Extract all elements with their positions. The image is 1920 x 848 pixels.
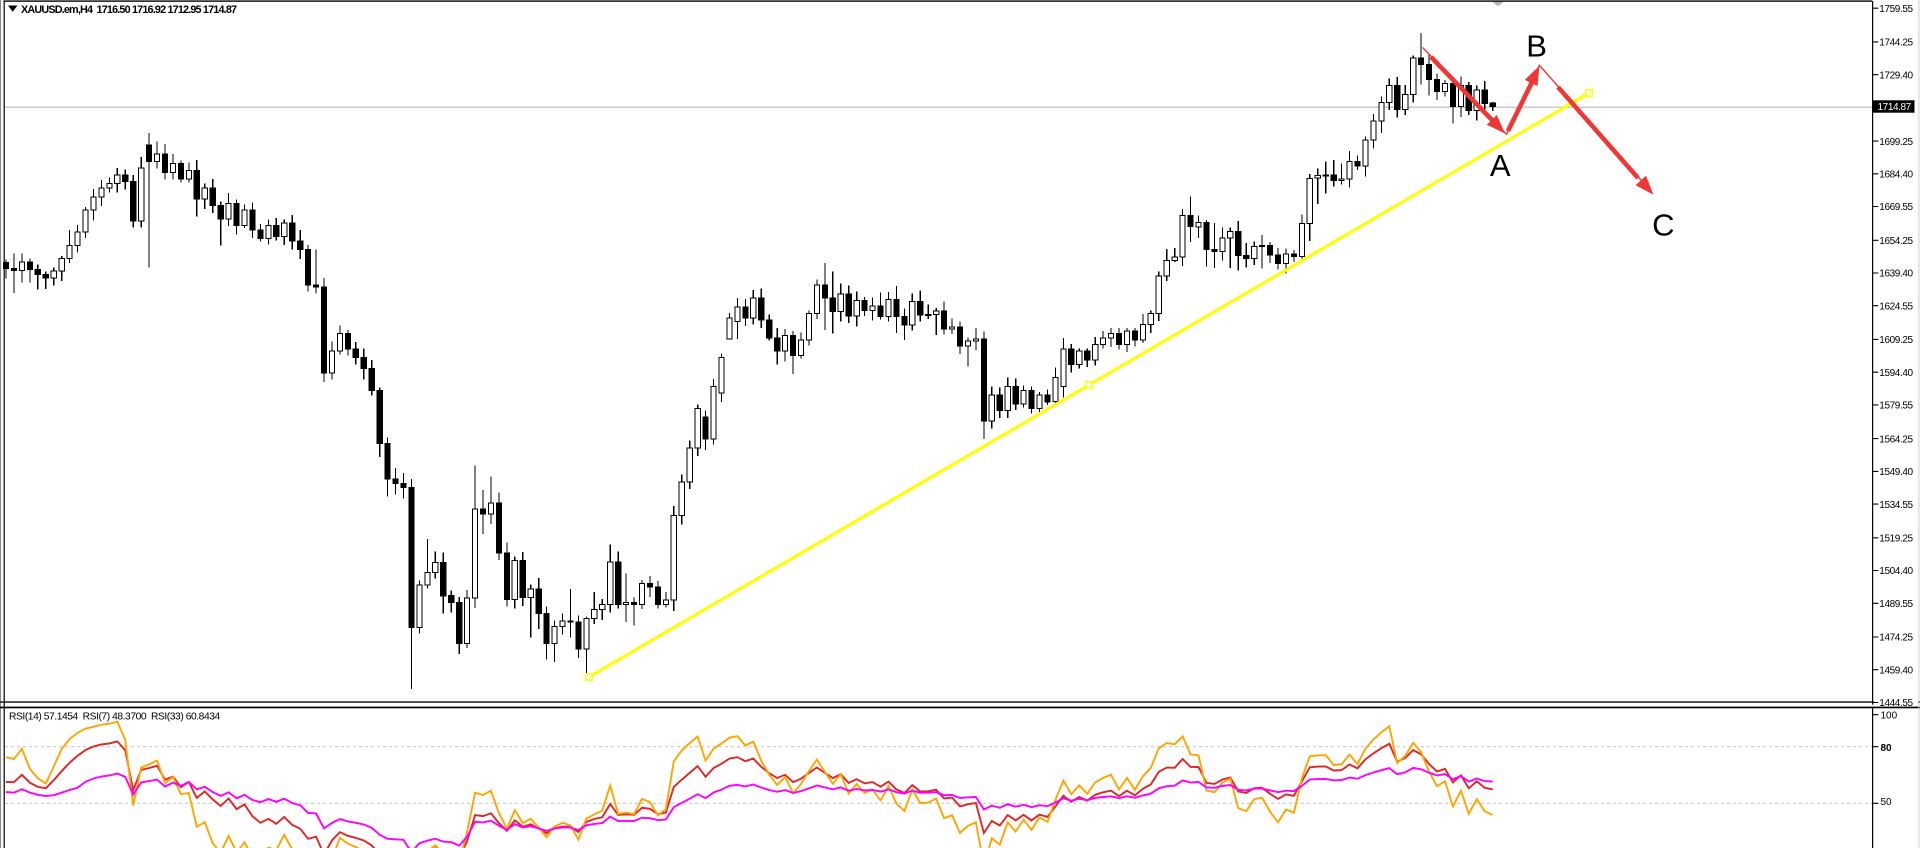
svg-text:1699.25: 1699.25 (1879, 137, 1913, 148)
svg-text:1714.87: 1714.87 (1878, 102, 1912, 113)
svg-text:A: A (1490, 148, 1511, 183)
svg-text:1444.55: 1444.55 (1879, 698, 1913, 709)
svg-text:1534.55: 1534.55 (1879, 500, 1913, 511)
svg-text:80: 80 (1881, 743, 1893, 754)
svg-text:1474.25: 1474.25 (1879, 633, 1913, 644)
svg-text:XAUUSD.em,H4 1716.50 1716.92: XAUUSD.em,H4 1716.50 1716.92 1712.95 171… (21, 4, 237, 16)
svg-text:1669.55: 1669.55 (1879, 202, 1913, 213)
svg-text:1744.25: 1744.25 (1879, 38, 1913, 49)
svg-text:1759.55: 1759.55 (1879, 4, 1913, 15)
svg-text:1549.40: 1549.40 (1879, 467, 1913, 478)
svg-text:1579.55: 1579.55 (1879, 401, 1913, 412)
svg-text:100: 100 (1881, 710, 1898, 721)
svg-text:1639.40: 1639.40 (1879, 269, 1913, 280)
svg-text:1654.25: 1654.25 (1879, 236, 1913, 247)
svg-text:C: C (1652, 207, 1674, 242)
svg-text:1609.25: 1609.25 (1879, 335, 1913, 346)
svg-text:1489.55: 1489.55 (1879, 599, 1913, 610)
svg-text:1684.40: 1684.40 (1879, 170, 1913, 181)
svg-text:1729.40: 1729.40 (1879, 70, 1913, 81)
svg-text:1459.40: 1459.40 (1879, 665, 1913, 676)
svg-text:1564.25: 1564.25 (1879, 434, 1913, 445)
svg-text:50: 50 (1881, 797, 1893, 808)
svg-text:1504.40: 1504.40 (1879, 566, 1913, 577)
svg-text:B: B (1526, 28, 1547, 63)
svg-text:1519.25: 1519.25 (1879, 534, 1913, 545)
svg-text:1594.40: 1594.40 (1879, 368, 1913, 379)
svg-text:RSI(14) 57.1454 RSI(7) 48.370: RSI(14) 57.1454 RSI(7) 48.3700 RSI(33) 6… (9, 712, 221, 723)
svg-text:1624.55: 1624.55 (1879, 301, 1913, 312)
